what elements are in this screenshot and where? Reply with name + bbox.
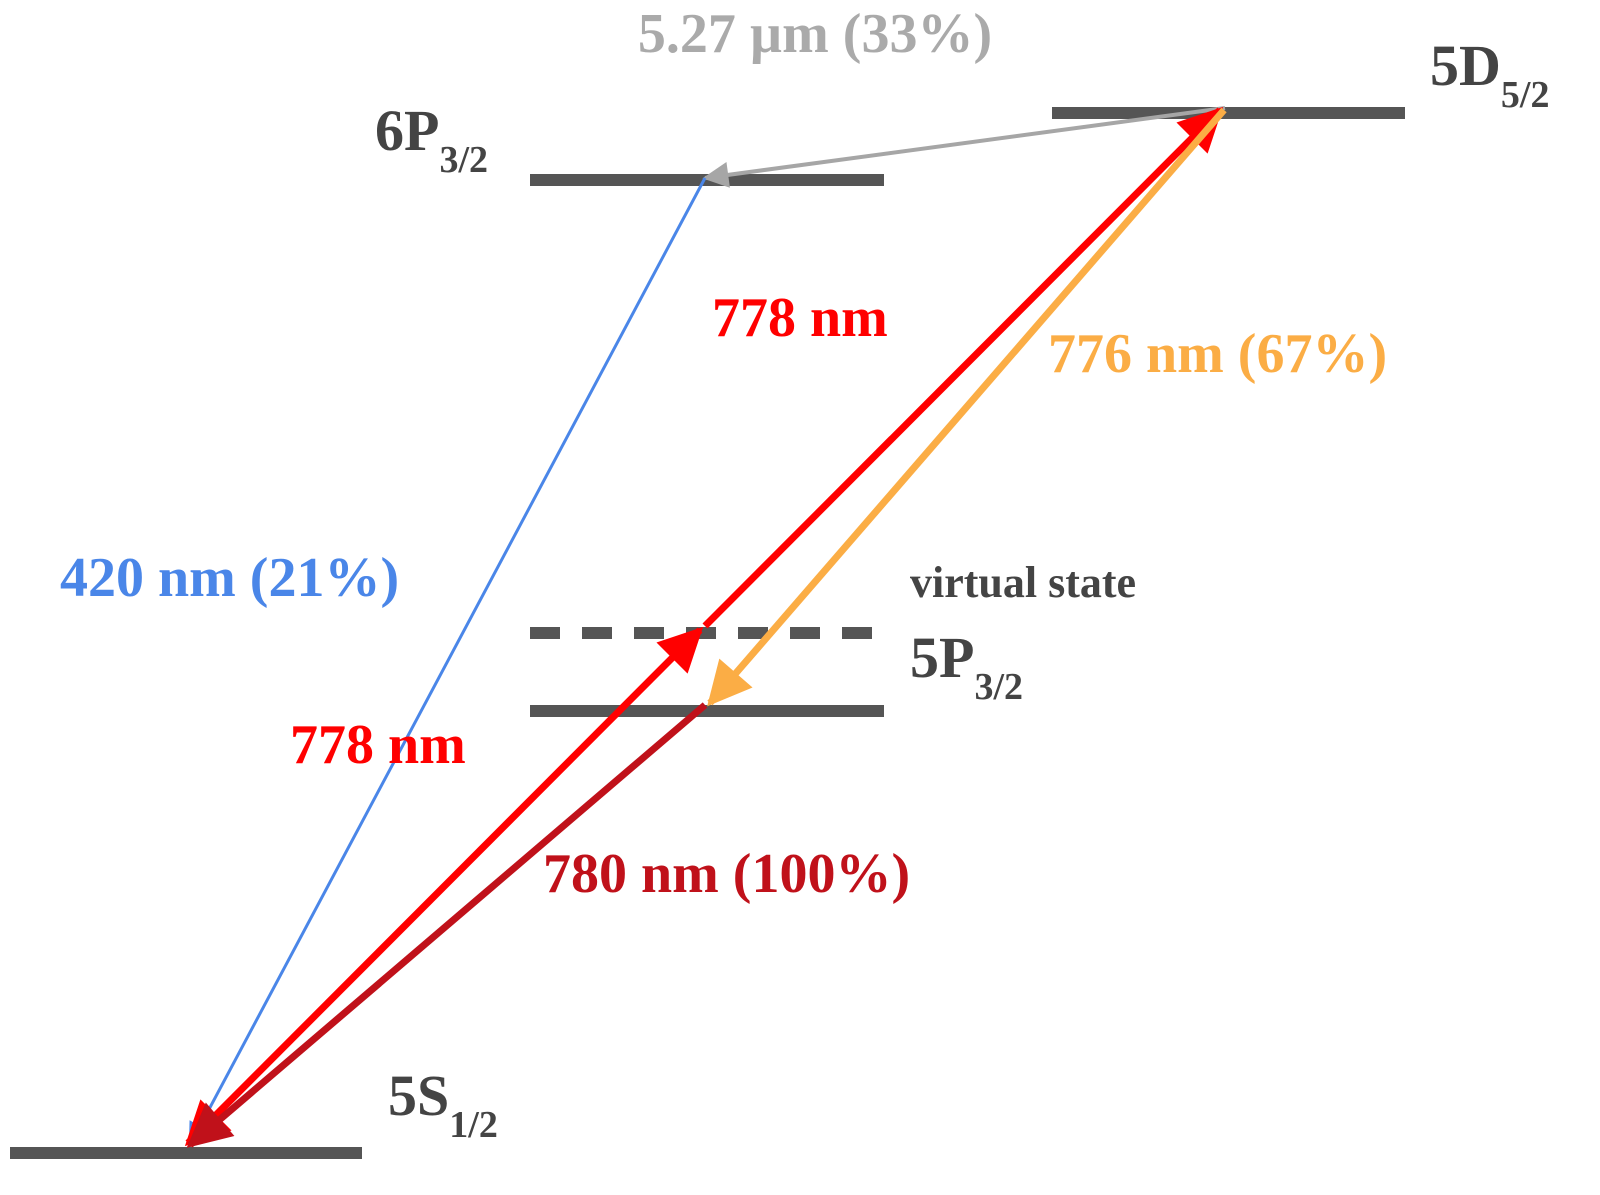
level-name: 5S <box>388 1063 449 1128</box>
level-label: 5D5/2 <box>1430 33 1549 116</box>
transition-darkred <box>186 702 708 1148</box>
level-subscript: 1/2 <box>449 1104 498 1146</box>
virtual-state-label: virtual state <box>910 558 1136 607</box>
transition-gray <box>702 106 1226 188</box>
level-name: 6P <box>375 98 439 163</box>
level-name: 5P <box>910 625 974 690</box>
level-subscript: 5/2 <box>1501 74 1550 116</box>
transition-label: 5.27 µm (33%) <box>638 3 992 65</box>
transition-label: 420 nm (21%) <box>60 547 399 609</box>
level-subscript: 3/2 <box>439 139 488 181</box>
transition-label: 778 nm <box>712 287 888 349</box>
transition-label: 778 nm <box>290 714 466 776</box>
level-subscript: 3/2 <box>974 666 1023 708</box>
level-label: 5P3/2 <box>910 625 1023 708</box>
transition-red-lower <box>184 626 704 1147</box>
level-label: 5S1/2 <box>388 1063 498 1146</box>
transition-label: 780 nm (100%) <box>543 843 910 905</box>
transition-blue <box>188 177 707 1148</box>
transition-orange <box>707 107 1227 707</box>
level-label: 6P3/2 <box>375 98 488 181</box>
level-name: 5D <box>1430 33 1501 98</box>
transition-red-upper <box>702 106 1224 629</box>
transition-label: 776 nm (67%) <box>1048 323 1387 385</box>
